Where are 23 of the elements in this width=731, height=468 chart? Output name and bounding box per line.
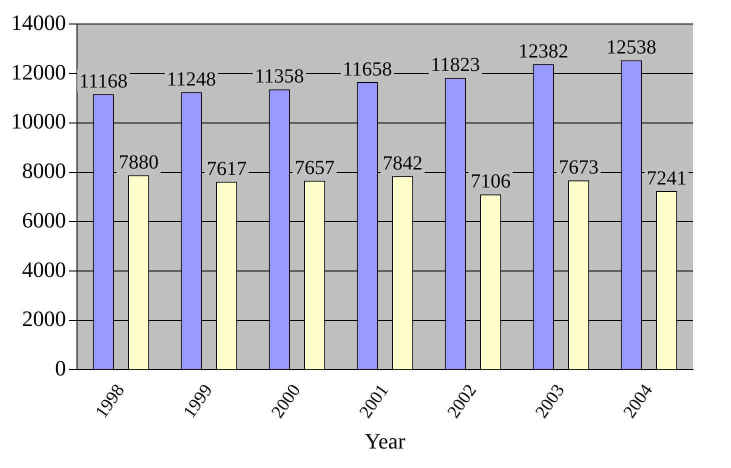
y-tick-label: 4000 bbox=[22, 256, 66, 282]
data-label: 7241 bbox=[646, 167, 687, 190]
data-label: 11358 bbox=[254, 66, 304, 88]
x-axis-title: Year bbox=[364, 428, 406, 454]
data-label: 11823 bbox=[430, 54, 480, 76]
y-tick-label: 12000 bbox=[11, 59, 66, 84]
y-tick-label: 14000 bbox=[11, 10, 66, 35]
data-label: 7673 bbox=[558, 156, 599, 179]
data-label: 11658 bbox=[342, 58, 392, 80]
y-tick-label: 10000 bbox=[11, 108, 66, 134]
y-tick-label: 0 bbox=[55, 356, 66, 381]
data-label: 12382 bbox=[518, 40, 568, 62]
data-label: 7106 bbox=[470, 170, 511, 193]
data-label: 11248 bbox=[166, 68, 216, 90]
y-tick-label: 8000 bbox=[22, 158, 66, 184]
data-label: 11168 bbox=[79, 70, 128, 92]
data-label: 7657 bbox=[294, 156, 335, 179]
y-tick-label: 2000 bbox=[22, 306, 66, 332]
data-label: 12538 bbox=[606, 36, 656, 59]
data-label: 7617 bbox=[206, 158, 247, 180]
data-label: 7842 bbox=[382, 152, 423, 174]
data-label: 7880 bbox=[118, 151, 159, 174]
y-tick-label: 6000 bbox=[22, 207, 66, 232]
